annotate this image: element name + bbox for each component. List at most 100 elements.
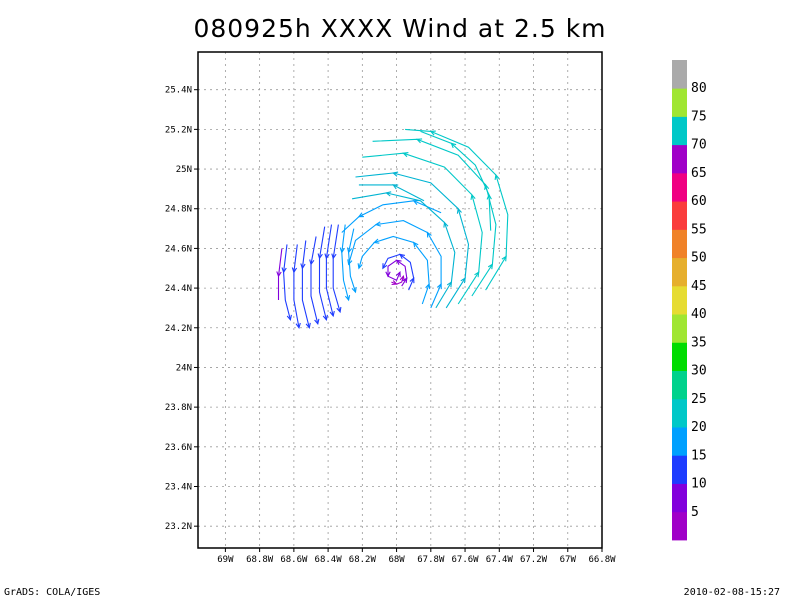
streamline-arrowhead <box>309 259 315 266</box>
footer-credit: GrADS: COLA/IGES <box>4 587 101 598</box>
streamline <box>358 184 425 202</box>
streamline-arrowhead <box>402 277 408 284</box>
y-tick-label: 24N <box>176 363 192 373</box>
y-tick-label: 23.4N <box>165 482 192 492</box>
streamline <box>341 224 350 301</box>
colorbar-label: 10 <box>691 477 707 492</box>
streamline-arrowhead <box>426 231 432 238</box>
y-axis-ticks: 23.2N 23.4N 23.6N 23.8N 24N 24.2N 24.4N 24.6N 24… <box>165 86 198 532</box>
y-tick-label: 23.8N <box>165 403 192 413</box>
streamline-arrowhead <box>314 318 320 326</box>
streamline <box>341 200 442 233</box>
plot-frame <box>197 51 603 549</box>
colorbar-label: 65 <box>691 166 707 181</box>
streamline-arrowhead <box>295 322 301 330</box>
x-tick-label: 69W <box>217 555 234 565</box>
streamline-arrowhead <box>395 259 402 265</box>
streamline <box>420 130 492 231</box>
streamline <box>325 224 334 317</box>
colorbar-swatch <box>672 511 687 541</box>
colorbar-label: 55 <box>691 222 707 237</box>
streamline-arrowhead <box>412 200 419 205</box>
streamline-arrowhead <box>346 247 353 254</box>
streamline-arrowhead <box>409 277 415 284</box>
colorbar-swatch <box>672 201 687 230</box>
streamline <box>355 172 470 309</box>
colorbar-label: 30 <box>691 364 707 379</box>
colorbar-label: 75 <box>691 110 707 125</box>
y-tick-label: 24.2N <box>165 324 192 334</box>
streamline-arrowhead <box>329 310 335 318</box>
x-tick-label: 68.4W <box>315 555 343 565</box>
streamline-arrowhead <box>486 193 492 200</box>
colorbar-swatch <box>672 483 687 513</box>
colorbar-label: 80 <box>691 81 707 96</box>
streamline-arrowhead <box>286 314 292 322</box>
x-tick-label: 67.4W <box>486 555 514 565</box>
colorbar-swatch <box>672 342 687 371</box>
streamline-arrowhead <box>402 152 409 158</box>
streamline-arrowhead <box>291 267 298 274</box>
streamline-arrowhead <box>382 263 388 270</box>
streamline-arrowhead <box>501 255 507 262</box>
streamline <box>348 220 442 309</box>
x-tick-label: 68.8W <box>246 555 274 565</box>
footer-timestamp: 2010-02-08-15:27 <box>683 587 780 598</box>
streamline-arrowhead <box>344 294 351 302</box>
streamline <box>358 235 430 305</box>
chart-title: 080925h XXXX Wind at 2.5 km <box>193 14 607 43</box>
streamline-arrowhead <box>484 183 490 190</box>
streamline <box>348 228 357 293</box>
colorbar-swatch <box>672 229 687 259</box>
x-axis-ticks: 69W 68.8W 68.6W 68.4W 68.2W 68W 67.8W 67.6W 67.4… <box>217 548 616 565</box>
streamline-arrowhead <box>281 267 287 274</box>
colorbar-swatch <box>672 370 687 400</box>
streamline-arrowhead <box>429 130 436 136</box>
y-tick-label: 25.4N <box>165 86 192 96</box>
colorbar-label: 50 <box>691 251 707 266</box>
colorbar-swatch <box>672 144 687 174</box>
y-tick-label: 25N <box>176 165 192 175</box>
streamline <box>332 224 341 313</box>
streamline <box>387 259 408 287</box>
y-tick-label: 24.4N <box>165 284 192 294</box>
x-tick-label: 68.6W <box>280 555 308 565</box>
x-tick-label: 66.8W <box>588 555 616 565</box>
colorbar-label: 70 <box>691 138 707 153</box>
streamline <box>283 244 291 320</box>
streamline-arrowhead <box>373 238 380 244</box>
colorbar-label: 40 <box>691 307 707 322</box>
streamline <box>301 240 310 328</box>
streamline-arrowhead <box>351 287 357 294</box>
colorbar-label: 60 <box>691 194 707 209</box>
streamline-arrowhead <box>415 138 423 144</box>
colorbar-label: 25 <box>691 392 707 407</box>
streamline <box>293 244 300 328</box>
streamline-arrowhead <box>317 253 323 260</box>
streamline-arrowhead <box>391 171 399 177</box>
streamline-arrowhead <box>450 142 457 149</box>
streamline-arrowhead <box>425 282 431 290</box>
streamline-arrowhead <box>374 221 381 227</box>
streamline-arrowhead <box>395 271 401 278</box>
streamline-arrowhead <box>474 271 480 278</box>
x-tick-label: 67.2W <box>520 555 548 565</box>
colorbar-swatch <box>672 257 687 287</box>
colorbar-label: 45 <box>691 279 707 294</box>
streamline-arrowhead <box>399 253 406 260</box>
x-tick-label: 67.8W <box>417 555 445 565</box>
colorbar-swatch <box>672 60 687 89</box>
colorbar-label: 5 <box>691 505 699 520</box>
colorbar-label: 20 <box>691 420 707 435</box>
streamline <box>382 253 415 291</box>
streamline-arrowhead <box>460 277 466 284</box>
streamline-arrowhead <box>487 263 494 270</box>
streamline <box>391 276 404 285</box>
streamlines <box>276 128 509 330</box>
streamline-arrowhead <box>336 306 342 314</box>
streamline-arrowhead <box>357 263 363 270</box>
colorbar-swatch <box>672 285 687 315</box>
streamline-arrowhead <box>436 282 442 290</box>
y-tick-label: 23.2N <box>165 522 192 532</box>
